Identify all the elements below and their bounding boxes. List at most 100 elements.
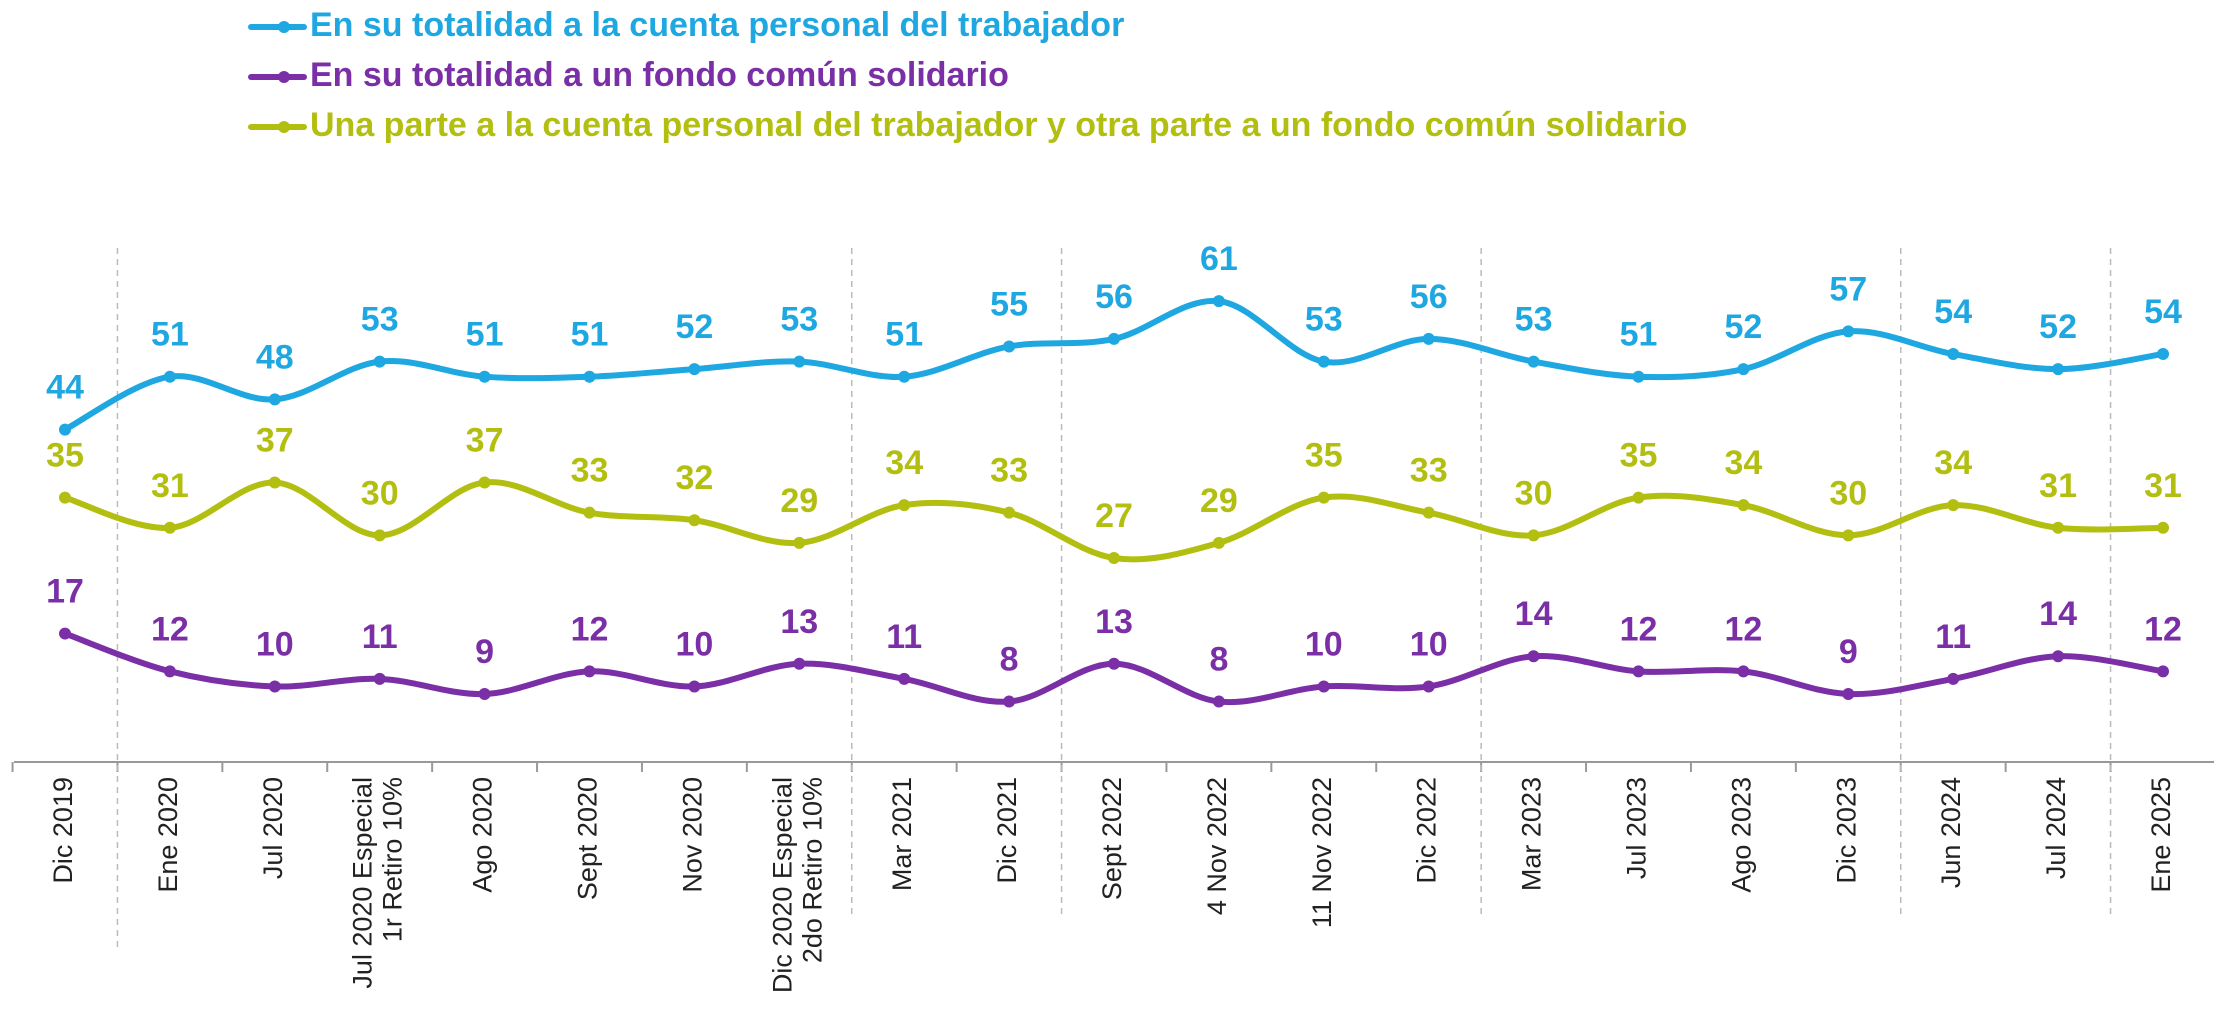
data-label: 53 [361, 301, 399, 339]
data-point [1212, 536, 1225, 549]
data-point [1842, 325, 1855, 338]
x-tick-label: Dic 2019 [48, 777, 78, 884]
data-label: 12 [2144, 610, 2182, 648]
data-point [373, 672, 386, 685]
data-point [2157, 348, 2169, 361]
data-point [1632, 370, 1645, 383]
data-label: 31 [2039, 467, 2077, 505]
data-label: 52 [2039, 308, 2077, 346]
data-point [793, 657, 806, 670]
data-label: 61 [1200, 240, 1238, 278]
x-tick-label: Ene 2025 [2146, 777, 2176, 893]
data-point [1212, 295, 1225, 308]
data-point [478, 370, 491, 383]
data-label: 51 [571, 316, 609, 354]
data-label: 27 [1095, 497, 1133, 535]
data-point [1737, 499, 1750, 512]
legend-label: En su totalidad a la cuenta personal del… [310, 6, 1124, 44]
x-tick-label: Mar 2023 [1517, 777, 1547, 891]
data-label: 12 [1724, 610, 1762, 648]
data-label: 13 [1095, 603, 1133, 641]
data-label: 34 [885, 444, 923, 482]
x-tick-label: Dic 2022 [1412, 777, 1442, 884]
data-label: 14 [2039, 595, 2077, 633]
data-label: 55 [990, 285, 1028, 323]
x-tick-label: 11 Nov 2022 [1307, 777, 1337, 928]
data-point [59, 627, 71, 640]
data-label: 30 [1829, 474, 1867, 512]
data-label: 10 [256, 625, 294, 663]
data-label: 48 [256, 338, 294, 376]
data-point [59, 491, 71, 504]
data-label: 53 [1515, 301, 1553, 339]
data-label: 9 [475, 633, 494, 671]
data-label: 11 [886, 618, 922, 656]
data-point [59, 423, 71, 436]
data-label: 56 [1410, 278, 1448, 316]
data-label: 34 [1724, 444, 1762, 482]
data-point [1947, 348, 1960, 361]
data-label: 9 [1839, 633, 1858, 671]
data-point [478, 688, 491, 701]
data-point [163, 521, 176, 534]
data-point [1422, 332, 1435, 345]
data-point [1003, 340, 1016, 353]
data-label: 53 [780, 301, 818, 339]
data-point [1632, 491, 1645, 504]
data-label: 51 [1620, 316, 1658, 354]
data-point [1003, 695, 1016, 708]
data-label: 11 [1935, 618, 1971, 656]
data-label: 54 [2144, 293, 2182, 331]
data-point [1632, 665, 1645, 678]
data-label: 8 [1000, 641, 1019, 679]
data-point [583, 506, 596, 519]
x-tick-label: Jul 2020 Especial1r Retiro 10% [348, 777, 408, 989]
data-point [163, 370, 176, 383]
data-label: 10 [1410, 625, 1448, 663]
data-label: 56 [1095, 278, 1133, 316]
data-label: 30 [1515, 474, 1553, 512]
data-point [793, 355, 806, 368]
x-tick-label: Jul 2020 [258, 777, 288, 879]
data-point [268, 393, 281, 406]
data-label: 52 [675, 308, 713, 346]
data-point [1108, 552, 1120, 565]
data-label: 57 [1829, 270, 1867, 308]
data-point [1212, 695, 1225, 708]
data-point [688, 514, 701, 527]
data-label: 31 [151, 467, 189, 505]
data-point [1003, 506, 1016, 519]
x-tick-label: Dic 2023 [1831, 777, 1861, 884]
data-label: 33 [571, 452, 609, 490]
data-label: 17 [46, 573, 84, 611]
x-tick-label: Ago 2023 [1727, 777, 1757, 893]
data-point [583, 370, 596, 383]
data-point [688, 363, 701, 376]
data-point [1317, 491, 1330, 504]
x-tick-label: Nov 2020 [678, 777, 708, 893]
data-point [163, 665, 176, 678]
data-point [1317, 355, 1330, 368]
data-point [2052, 650, 2065, 663]
data-point [688, 680, 701, 693]
data-label: 12 [151, 610, 189, 648]
legend-label: En su totalidad a un fondo común solidar… [310, 56, 1009, 94]
data-point [1527, 355, 1540, 368]
data-point [1947, 672, 1960, 685]
data-point [583, 665, 596, 678]
data-label: 53 [1305, 301, 1343, 339]
data-label: 32 [675, 459, 713, 497]
data-label: 11 [362, 618, 398, 656]
data-label: 30 [361, 474, 399, 512]
data-label: 52 [1724, 308, 1762, 346]
x-tick-label: Sept 2020 [573, 777, 603, 900]
data-point [1842, 688, 1855, 701]
x-tick-label: Ago 2020 [468, 777, 498, 893]
data-label: 8 [1209, 641, 1228, 679]
data-label: 29 [1200, 482, 1238, 520]
data-point [1108, 657, 1120, 670]
x-tick-label: Dic 2021 [992, 777, 1022, 884]
data-label: 10 [1305, 625, 1343, 663]
data-label: 35 [1620, 437, 1658, 475]
